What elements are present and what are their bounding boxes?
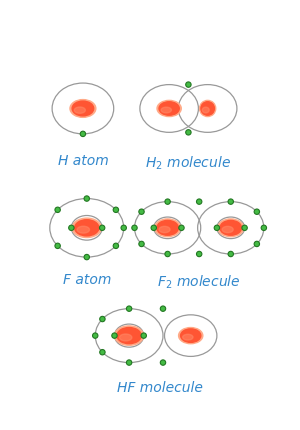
Circle shape (113, 243, 118, 249)
Circle shape (228, 200, 233, 205)
Circle shape (100, 316, 105, 322)
Circle shape (84, 197, 89, 202)
Ellipse shape (218, 219, 244, 237)
Ellipse shape (200, 101, 216, 117)
Circle shape (121, 226, 126, 231)
Circle shape (139, 209, 144, 215)
Circle shape (92, 333, 98, 338)
Circle shape (186, 83, 191, 88)
Ellipse shape (75, 220, 99, 236)
Circle shape (160, 306, 166, 312)
Circle shape (196, 200, 202, 205)
Ellipse shape (72, 218, 101, 238)
Circle shape (242, 226, 247, 231)
Circle shape (186, 130, 191, 136)
Circle shape (254, 242, 260, 247)
Ellipse shape (201, 102, 214, 116)
Ellipse shape (77, 227, 89, 233)
Ellipse shape (157, 101, 181, 117)
Ellipse shape (72, 102, 94, 117)
Circle shape (151, 226, 156, 231)
Text: HF molecule: HF molecule (117, 381, 203, 394)
Ellipse shape (202, 108, 209, 114)
Ellipse shape (159, 227, 170, 233)
Circle shape (69, 226, 74, 231)
Ellipse shape (119, 334, 132, 341)
Ellipse shape (155, 219, 181, 237)
Circle shape (261, 226, 267, 231)
Circle shape (139, 242, 144, 247)
Circle shape (100, 226, 105, 231)
Circle shape (160, 360, 166, 366)
Circle shape (132, 226, 137, 231)
Ellipse shape (178, 328, 203, 344)
Circle shape (55, 208, 60, 213)
Circle shape (228, 252, 233, 257)
Text: H atom: H atom (58, 154, 108, 168)
Text: F atom: F atom (63, 273, 111, 287)
Circle shape (113, 208, 118, 213)
Circle shape (126, 360, 132, 366)
Circle shape (196, 252, 202, 257)
Ellipse shape (183, 335, 193, 340)
Ellipse shape (115, 326, 144, 346)
Circle shape (80, 132, 86, 137)
Circle shape (179, 226, 184, 231)
Circle shape (214, 226, 220, 231)
Circle shape (254, 209, 260, 215)
Ellipse shape (74, 108, 86, 114)
Circle shape (84, 255, 89, 260)
Text: F$_2$ molecule: F$_2$ molecule (157, 273, 241, 290)
Circle shape (112, 333, 117, 338)
Circle shape (165, 200, 170, 205)
Ellipse shape (70, 100, 96, 118)
Circle shape (126, 306, 132, 312)
Ellipse shape (222, 227, 233, 233)
Ellipse shape (181, 329, 201, 343)
Circle shape (141, 333, 146, 338)
Ellipse shape (117, 328, 141, 344)
Circle shape (55, 243, 60, 249)
Circle shape (100, 350, 105, 355)
Ellipse shape (157, 221, 178, 236)
Circle shape (165, 252, 170, 257)
Ellipse shape (161, 108, 172, 114)
Ellipse shape (159, 102, 179, 116)
Text: H$_2$ molecule: H$_2$ molecule (145, 154, 232, 171)
Ellipse shape (220, 221, 242, 236)
